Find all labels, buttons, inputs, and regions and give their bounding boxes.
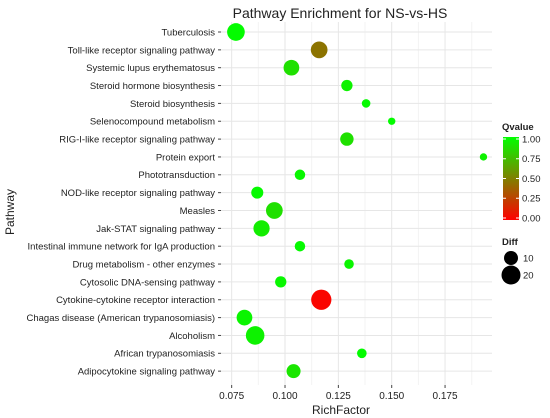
chart-title: Pathway Enrichment for NS-vs-HS — [233, 5, 448, 21]
x-tick-label: 0.125 — [326, 391, 351, 402]
pathway-label: African trypanosomiasis — [114, 349, 215, 360]
pathway-label: Systemic lupus erythematosus — [86, 63, 215, 74]
plot-background — [221, 22, 492, 385]
pathway-labels: Tuberculosis Toll-like receptor signaling… — [27, 27, 221, 378]
data-point — [245, 326, 265, 345]
x-tick-label: 0.175 — [433, 391, 458, 402]
qvalue-legend: Qvalue 1.00 0.75 0.50 0.25 0.00 — [502, 122, 541, 224]
data-point — [310, 41, 328, 59]
qvalue-colorbar — [503, 137, 519, 220]
diff-legend-label: 20 — [523, 270, 534, 281]
data-point — [275, 276, 287, 288]
x-tick-label: 0.150 — [379, 391, 404, 402]
data-point — [341, 79, 353, 92]
diff-legend: Diff 10 20 — [501, 237, 534, 285]
qvalue-legend-label: 0.50 — [522, 174, 541, 185]
pathway-label: NOD-like receptor signaling pathway — [61, 188, 215, 199]
pathway-label: Cytokine-cytokine receptor interaction — [56, 295, 215, 306]
data-point — [286, 364, 301, 379]
data-point — [283, 59, 300, 76]
qvalue-legend-label: 0.00 — [522, 213, 541, 224]
data-point — [227, 23, 245, 41]
pathway-label: Intestinal immune network for IgA produc… — [28, 242, 215, 253]
x-axis-title: RichFactor — [312, 403, 370, 417]
data-point — [294, 240, 306, 252]
plot-area — [221, 22, 492, 385]
data-point — [479, 153, 488, 161]
data-point — [265, 202, 283, 219]
pathway-label: Chagas disease (American trypanosomiasis… — [27, 313, 216, 324]
data-point — [253, 220, 270, 237]
pathway-label: Measles — [180, 206, 216, 217]
diff-legend-label: 10 — [523, 253, 534, 264]
data-point — [294, 169, 306, 181]
diff-legend-key — [503, 250, 519, 266]
data-point — [311, 289, 332, 310]
data-point — [251, 186, 264, 199]
data-points — [227, 23, 488, 379]
diff-legend-title: Diff — [502, 237, 519, 248]
pathway-label: Phototransduction — [138, 170, 215, 181]
pathway-label: Steroid hormone biosynthesis — [90, 81, 215, 92]
pathway-label: Toll-like receptor signaling pathway — [68, 45, 216, 56]
pathway-label: Protein export — [156, 152, 216, 163]
data-point — [388, 117, 396, 125]
pathway-label: Tuberculosis — [161, 27, 215, 38]
pathway-label: Selenocompound metabolism — [90, 117, 215, 128]
data-point — [357, 348, 367, 359]
data-point — [361, 99, 371, 108]
qvalue-legend-title: Qvalue — [502, 122, 534, 133]
x-tick-label: 0.075 — [219, 391, 244, 402]
pathway-label: Steroid biosynthesis — [130, 99, 215, 110]
pathway-label: Alcoholism — [169, 331, 215, 342]
data-point — [236, 309, 253, 326]
x-axis-ticks: 0.075 0.100 0.125 0.150 0.175 — [219, 385, 458, 402]
pathway-label: RIG-I-like receptor signaling pathway — [59, 135, 215, 146]
x-tick-label: 0.100 — [273, 391, 298, 402]
qvalue-legend-label: 0.25 — [522, 194, 541, 205]
pathway-label: Adipocytokine signaling pathway — [78, 367, 216, 378]
pathway-label: Drug metabolism - other enzymes — [72, 259, 215, 270]
data-point — [340, 132, 354, 146]
qvalue-legend-label: 1.00 — [522, 134, 541, 145]
y-axis-title: Pathway — [3, 189, 17, 235]
data-point — [344, 259, 354, 269]
pathway-label: Jak-STAT signaling pathway — [96, 224, 215, 235]
grid-lines — [221, 22, 492, 385]
qvalue-legend-label: 0.75 — [522, 154, 541, 165]
pathway-label: Cytosolic DNA-sensing pathway — [80, 277, 215, 288]
diff-legend-key — [501, 265, 521, 285]
